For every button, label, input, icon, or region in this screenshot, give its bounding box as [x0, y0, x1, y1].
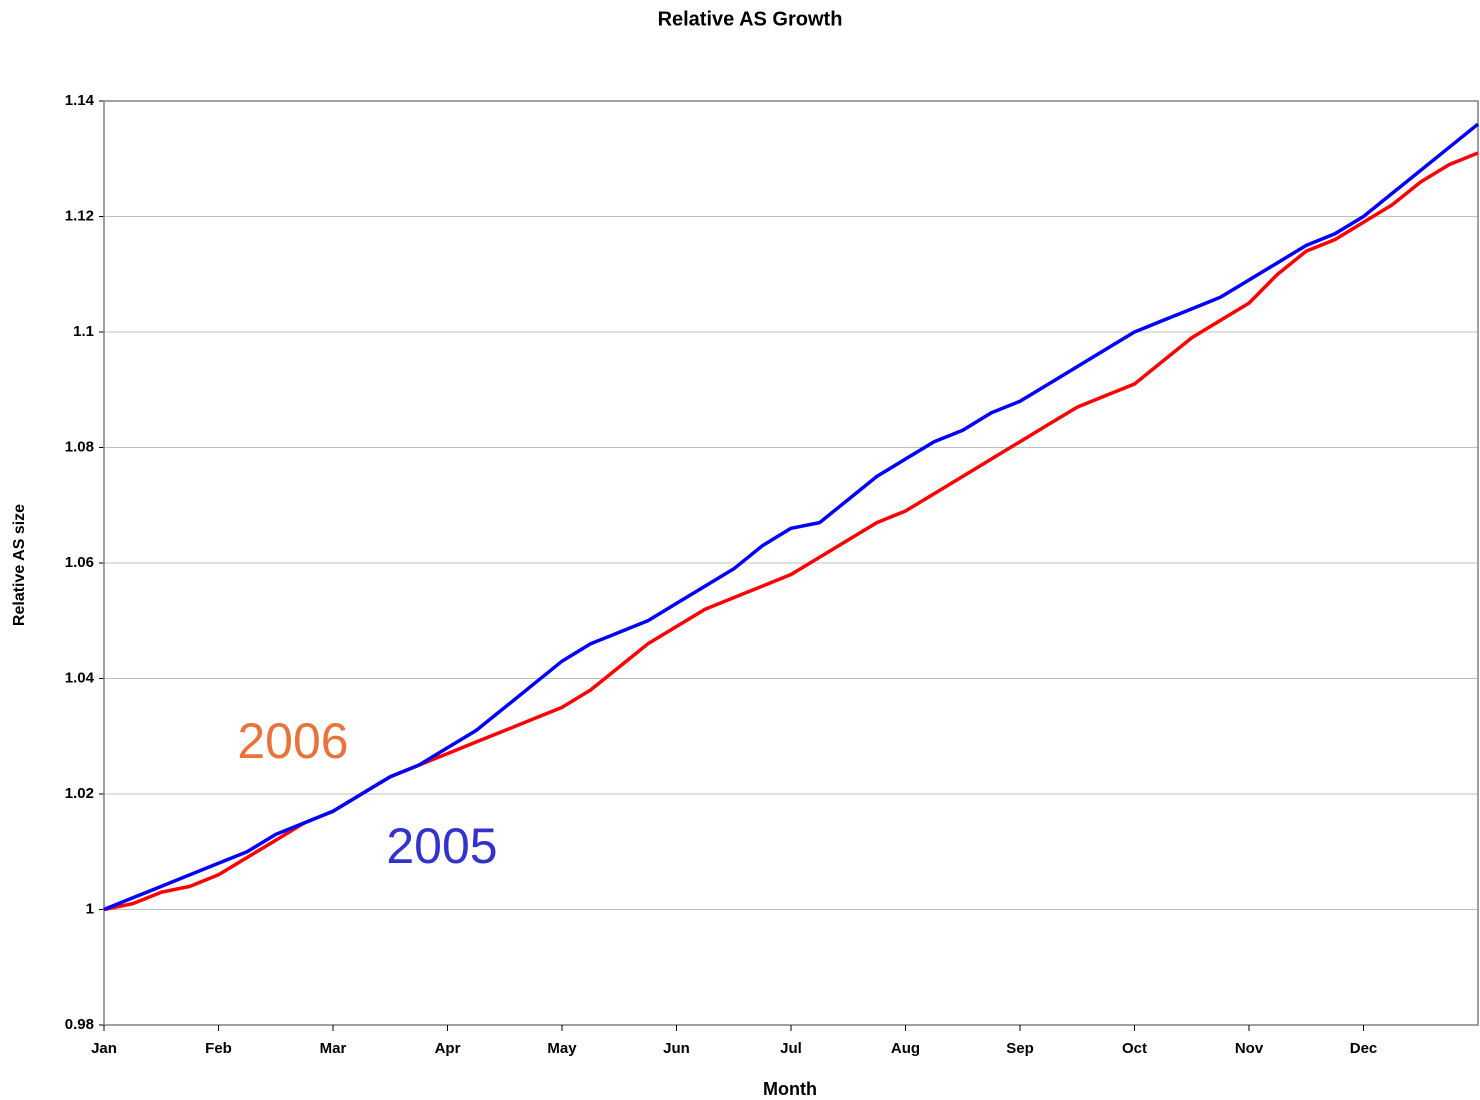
x-tick-label: Sep	[1006, 1040, 1034, 1057]
series-line	[103, 122, 1480, 912]
x-axis-label: Month	[763, 1079, 817, 1099]
x-tick-label: Mar	[320, 1040, 347, 1057]
x-tick-label: Jul	[780, 1040, 802, 1057]
x-tick-label: Jan	[91, 1040, 117, 1057]
y-tick-label: 1.12	[65, 207, 94, 224]
y-tick-label: 1.08	[65, 438, 94, 455]
y-axis-label: Relative AS size	[11, 504, 28, 626]
x-tick-label: Nov	[1235, 1040, 1264, 1057]
x-tick-label: Dec	[1350, 1040, 1378, 1057]
x-tick-label: Jun	[663, 1040, 690, 1057]
series-label: 2006	[237, 713, 348, 769]
y-tick-label: 0.98	[65, 1016, 94, 1033]
x-tick-label: Feb	[205, 1040, 232, 1057]
y-tick-label: 1.14	[65, 92, 95, 109]
series-label: 2005	[386, 818, 497, 874]
y-tick-label: 1.04	[65, 669, 95, 686]
x-tick-label: Apr	[435, 1040, 461, 1057]
y-tick-label: 1.1	[73, 323, 94, 340]
y-tick-label: 1	[86, 900, 94, 917]
y-tick-label: 1.02	[65, 785, 94, 802]
x-tick-label: Aug	[891, 1040, 920, 1057]
x-tick-label: Oct	[1122, 1040, 1147, 1057]
y-tick-label: 1.06	[65, 554, 94, 571]
x-tick-label: May	[547, 1040, 577, 1057]
chart-title: Relative AS Growth	[658, 8, 843, 30]
